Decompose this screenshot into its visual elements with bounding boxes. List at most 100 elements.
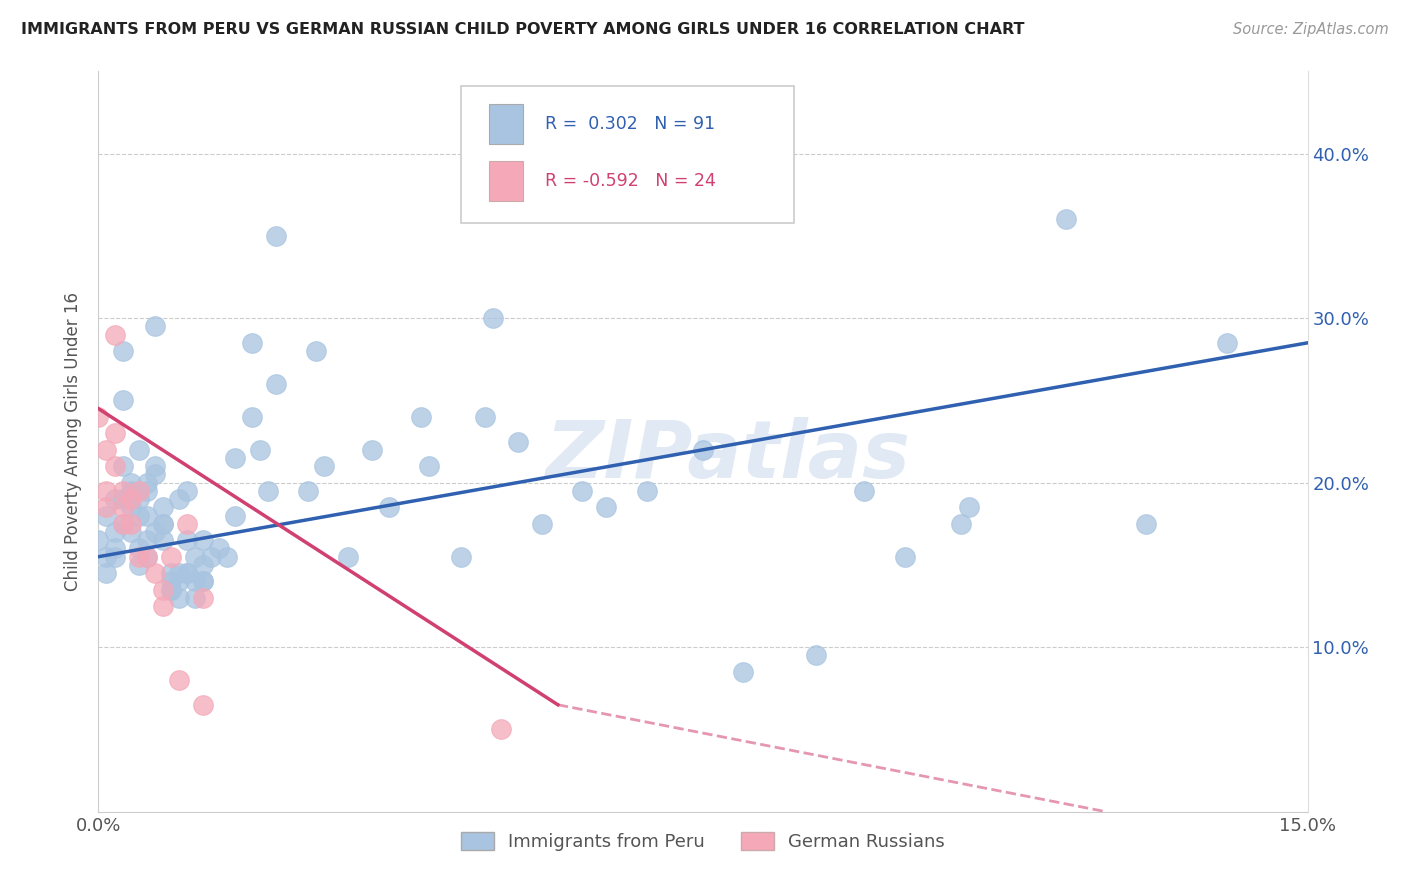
Point [152,516,174,531]
Point [167,492,190,507]
Point [200,549,222,564]
Point [184,574,207,589]
Point [249,442,271,457]
Point [160,574,183,589]
Point [111,492,134,507]
Point [152,599,174,613]
Point [1216,335,1239,350]
Point [176,516,198,531]
Point [128,541,150,556]
Point [103,327,125,342]
Point [636,483,658,498]
Point [103,524,125,539]
Point [733,665,755,679]
Point [193,574,215,589]
Point [571,483,593,498]
Point [103,541,125,556]
Point [120,475,142,490]
Point [167,574,190,589]
Point [167,591,190,605]
Point [96,508,118,523]
Point [111,516,134,531]
Point [96,500,118,515]
Point [135,483,157,498]
Point [120,492,142,507]
Point [409,409,432,424]
Point [120,516,142,531]
Point [530,516,553,531]
Point [167,566,190,581]
Point [176,566,198,581]
Point [111,500,134,515]
FancyBboxPatch shape [461,87,793,223]
Point [240,409,263,424]
Text: IMMIGRANTS FROM PERU VS GERMAN RUSSIAN CHILD POVERTY AMONG GIRLS UNDER 16 CORREL: IMMIGRANTS FROM PERU VS GERMAN RUSSIAN C… [21,22,1025,37]
Point [135,508,157,523]
Point [240,335,263,350]
Point [128,558,150,572]
Point [167,673,190,687]
FancyBboxPatch shape [489,103,523,145]
Text: ZIPatlas: ZIPatlas [544,417,910,495]
Point [377,500,399,515]
Point [184,591,207,605]
Point [120,500,142,515]
Point [128,508,150,523]
Point [135,549,157,564]
Point [305,344,328,359]
Point [152,500,174,515]
Point [474,409,496,424]
Point [193,591,215,605]
Point [120,524,142,539]
Y-axis label: Child Poverty Among Girls Under 16: Child Poverty Among Girls Under 16 [65,292,83,591]
Point [176,483,198,498]
Point [135,549,157,564]
Point [297,483,319,498]
Point [128,442,150,457]
Point [128,549,150,564]
Point [176,566,198,581]
Point [103,459,125,474]
Point [128,483,150,498]
Point [160,582,183,597]
Point [692,442,714,457]
Text: R = -0.592   N = 24: R = -0.592 N = 24 [544,172,716,190]
Point [264,228,287,243]
Point [224,450,246,465]
Point [96,549,118,564]
Point [893,549,915,564]
Point [143,467,166,482]
Point [87,533,110,548]
Point [949,516,972,531]
Point [96,442,118,457]
Point [176,533,198,548]
Point [111,516,134,531]
Point [152,582,174,597]
Legend: Immigrants from Peru, German Russians: Immigrants from Peru, German Russians [454,824,952,858]
FancyBboxPatch shape [489,161,523,202]
Point [193,698,215,712]
Point [143,319,166,334]
Point [111,393,134,408]
Point [160,549,183,564]
Point [450,549,472,564]
Point [128,492,150,507]
Point [103,549,125,564]
Point [482,311,505,326]
Point [314,459,336,474]
Point [208,541,231,556]
Point [103,426,125,441]
Text: Source: ZipAtlas.com: Source: ZipAtlas.com [1233,22,1389,37]
Point [143,566,166,581]
Point [506,434,529,449]
Point [361,442,384,457]
Point [87,409,110,424]
Point [256,483,278,498]
Point [193,558,215,572]
Point [193,574,215,589]
Point [184,549,207,564]
Point [135,475,157,490]
Point [337,549,360,564]
Point [217,549,239,564]
Point [1054,212,1077,227]
